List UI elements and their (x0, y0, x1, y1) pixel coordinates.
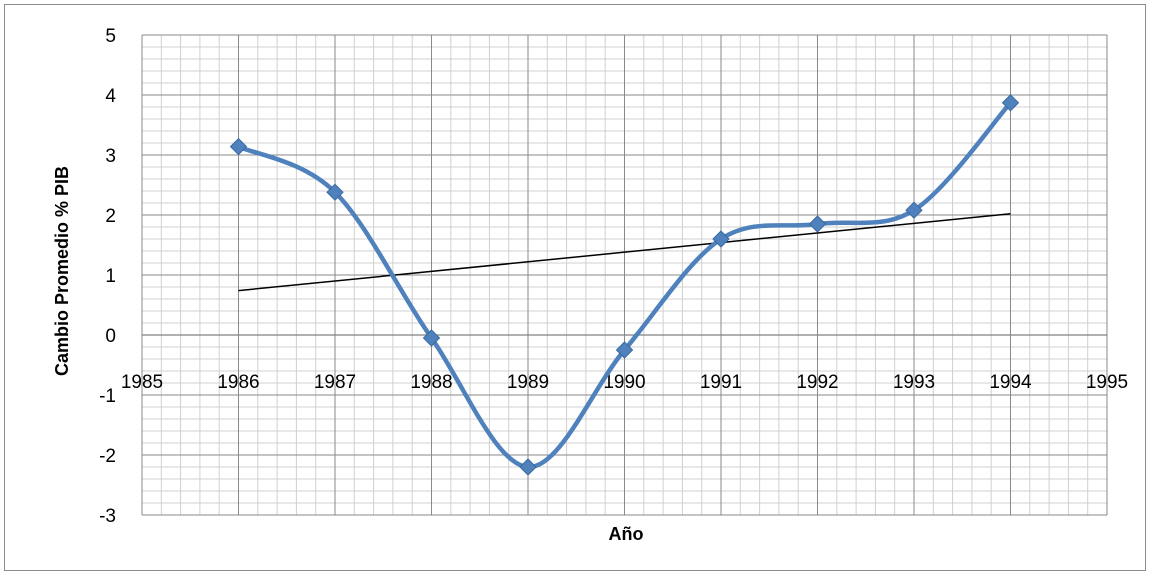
data-point-marker (905, 201, 923, 219)
data-point-marker (326, 183, 344, 201)
data-series (229, 94, 1020, 476)
data-point-marker (422, 329, 441, 347)
x-tick-label: 1994 (989, 372, 1032, 393)
data-point-marker (712, 230, 730, 248)
y-tick-label: 2 (105, 206, 116, 227)
x-tick-label: 1989 (507, 372, 549, 393)
x-tick-label: 1991 (700, 372, 742, 393)
series-line (236, 100, 1013, 470)
y-tick-label: 4 (105, 86, 116, 107)
trendline-line (238, 213, 1011, 292)
y-tick-labels: -3 -2 -1 0 1 2 3 4 5 (99, 26, 116, 527)
data-point-marker (808, 215, 827, 233)
x-tick-label: 1988 (410, 372, 452, 393)
data-point-marker (1001, 94, 1020, 112)
y-tick-label: -3 (99, 506, 116, 527)
major-gridlines (141, 34, 1108, 516)
x-tick-label: 1987 (314, 372, 356, 393)
y-tick-label: -2 (99, 446, 116, 467)
x-axis-title: Año (609, 524, 644, 544)
y-tick-label: -1 (99, 386, 116, 407)
x-tick-label: 1992 (796, 372, 838, 393)
y-tick-label: 3 (105, 146, 116, 167)
y-tick-label: 5 (105, 26, 116, 47)
x-tick-label: 1990 (603, 372, 645, 393)
x-tick-labels: 1985 1986 1987 1988 1989 1990 1991 1992 1993 1994… (121, 372, 1128, 393)
x-tick-label: 1985 (121, 372, 163, 393)
y-tick-label: 0 (105, 326, 116, 347)
x-tick-label: 1993 (893, 372, 935, 393)
trendline (238, 213, 1011, 292)
x-tick-label: 1995 (1086, 372, 1128, 393)
data-point-marker (229, 137, 248, 156)
y-tick-label: 1 (105, 266, 116, 287)
data-point-marker (615, 341, 634, 359)
y-axis-title: Cambio Promedio % PIB (52, 166, 72, 376)
x-tick-label: 1986 (217, 372, 259, 393)
data-point-marker (519, 458, 537, 476)
